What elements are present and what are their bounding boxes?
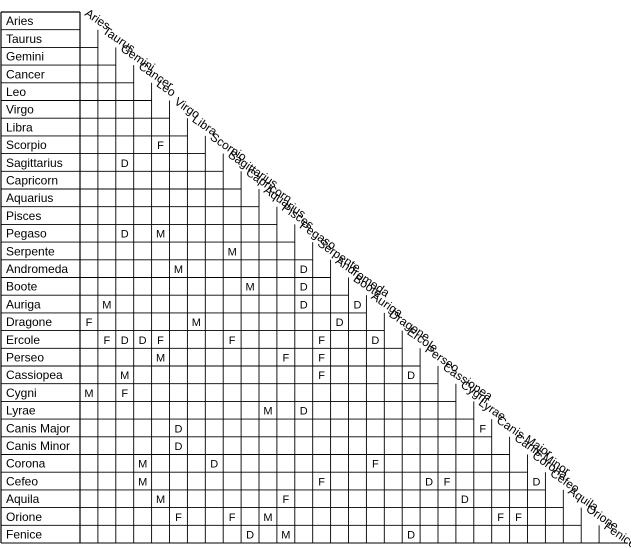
cell-marks: FDD MMM DM DM D DF M DF D D F F F DM F FM F DM FM DD FDM D FM F… <box>84 140 540 541</box>
cell-mark-canis-major-lyrae: F <box>479 423 486 435</box>
row-label-pegaso: Pegaso <box>6 227 47 241</box>
cell-mark-ercole-auriga: D <box>371 335 379 347</box>
cell-mark-ercole-gemini: D <box>121 335 129 347</box>
cell-mark-perseo-serpente: F <box>318 353 325 365</box>
cell-mark-aquila-cygni: D <box>461 494 469 506</box>
cell-mark-aquila-pisces: F <box>282 494 289 506</box>
cell-mark-ercole-sagittarius: F <box>229 335 236 347</box>
row-label-andromeda: Andromeda <box>6 262 68 276</box>
cell-mark-sagittarius-gemini: D <box>121 158 129 170</box>
cell-mark-auriga-boote: D <box>353 299 361 311</box>
row-label-cassiopea: Cassiopea <box>6 368 63 382</box>
row-label-perseo: Perseo <box>6 351 44 365</box>
row-label-capricorn: Capricorn <box>6 174 58 188</box>
row-label-taurus: Taurus <box>6 32 42 46</box>
grid-lines <box>0 11 628 544</box>
cell-mark-ercole-cancer: D <box>139 335 147 347</box>
column-label-fenice: Fenice <box>601 519 631 548</box>
cell-mark-boote-pegaso: D <box>300 282 308 294</box>
cell-mark-canis-minor-virgo: D <box>174 441 182 453</box>
row-label-aquila: Aquila <box>6 492 40 506</box>
row-label-cygni: Cygni <box>6 386 37 400</box>
cell-mark-cefeo-serpente: F <box>318 476 325 488</box>
cell-mark-pegaso-gemini: D <box>121 229 129 241</box>
cell-mark-orione-virgo: F <box>175 512 182 524</box>
row-label-serpente: Serpente <box>6 244 55 258</box>
column-labels: AriesTaurusGeminiCancerLeoVirgoLibraScor… <box>82 6 631 548</box>
row-label-canis-major: Canis Major <box>6 421 70 435</box>
cell-mark-cygni-aries: M <box>84 388 93 400</box>
cell-mark-orione-canis-major: F <box>497 512 504 524</box>
row-label-lyrae: Lyrae <box>6 404 36 418</box>
row-label-cefeo: Cefeo <box>6 474 38 488</box>
cell-mark-orione-sagittarius: F <box>229 512 236 524</box>
row-label-virgo: Virgo <box>6 103 34 117</box>
cell-mark-fenice-capricorn: D <box>246 530 254 542</box>
cell-mark-orione-canis-minor: F <box>515 512 522 524</box>
row-label-libra: Libra <box>6 120 33 134</box>
cell-mark-orione-aquarius: M <box>263 512 272 524</box>
cell-mark-serpente-sagittarius: M <box>228 246 237 258</box>
cell-mark-cygni-gemini: F <box>121 388 128 400</box>
row-label-orione: Orione <box>6 510 42 524</box>
row-label-aries: Aries <box>6 14 33 28</box>
row-label-auriga: Auriga <box>6 297 41 311</box>
cell-mark-andromeda-pegaso: D <box>300 264 308 276</box>
cell-mark-cassiopea-gemini: M <box>120 370 129 382</box>
row-label-aquarius: Aquarius <box>6 191 53 205</box>
cell-mark-pegaso-leo: M <box>156 229 165 241</box>
cell-mark-cefeo-perseo: D <box>425 476 433 488</box>
cell-mark-lyrae-aquarius: M <box>263 406 272 418</box>
row-label-fenice: Fenice <box>6 528 42 542</box>
row-label-sagittarius: Sagittarius <box>6 156 63 170</box>
row-label-dragone: Dragone <box>6 315 52 329</box>
row-label-corona: Corona <box>6 457 46 471</box>
cell-mark-ercole-serpente: F <box>318 335 325 347</box>
row-label-canis-minor: Canis Minor <box>6 439 70 453</box>
cell-mark-dragone-aries: F <box>86 317 93 329</box>
row-label-scorpio: Scorpio <box>6 138 47 152</box>
cell-mark-cefeo-cassiopea: F <box>444 476 451 488</box>
cell-mark-corona-scorpio: D <box>210 459 218 471</box>
cell-mark-lyrae-pegaso: D <box>300 406 308 418</box>
cell-mark-aquila-leo: M <box>156 494 165 506</box>
cell-mark-perseo-pisces: F <box>282 353 289 365</box>
row-label-cancer: Cancer <box>6 67 45 81</box>
cell-mark-ercole-taurus: F <box>103 335 110 347</box>
row-label-leo: Leo <box>6 85 26 99</box>
cell-mark-corona-auriga: F <box>372 459 379 471</box>
cell-mark-cassiopea-serpente: F <box>318 370 325 382</box>
cell-mark-cefeo-corona: D <box>532 476 540 488</box>
cell-mark-cefeo-cancer: M <box>138 476 147 488</box>
row-label-pisces: Pisces <box>6 209 41 223</box>
cell-mark-auriga-taurus: M <box>102 299 111 311</box>
cell-mark-scorpio-leo: F <box>157 140 164 152</box>
cell-mark-ercole-leo: F <box>157 335 164 347</box>
row-label-gemini: Gemini <box>6 50 44 64</box>
cell-mark-andromeda-virgo: M <box>174 264 183 276</box>
row-label-boote: Boote <box>6 280 38 294</box>
cell-mark-perseo-leo: M <box>156 353 165 365</box>
cell-mark-canis-major-virgo: D <box>174 423 182 435</box>
cell-mark-fenice-ercole: D <box>407 530 415 542</box>
row-label-ercole: Ercole <box>6 333 40 347</box>
cell-mark-dragone-libra: M <box>192 317 201 329</box>
cell-mark-cassiopea-ercole: D <box>407 370 415 382</box>
cell-mark-auriga-pegaso: D <box>300 299 308 311</box>
row-labels: Aries Taurus Gemini Cancer Leo Virgo Libra Scor… <box>6 14 70 541</box>
cell-mark-dragone-andromeda: D <box>336 317 344 329</box>
cell-mark-fenice-pisces: M <box>281 530 290 542</box>
cell-mark-boote-capricorn: M <box>245 282 254 294</box>
cell-mark-corona-cancer: M <box>138 459 147 471</box>
